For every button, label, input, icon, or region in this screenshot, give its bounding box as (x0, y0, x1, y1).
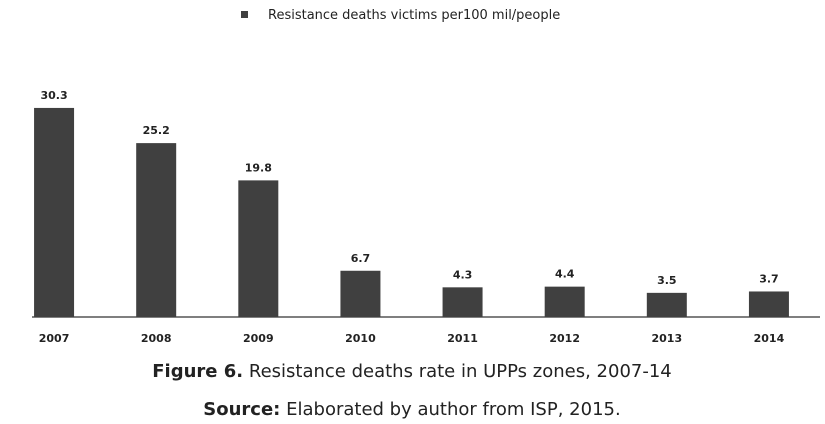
data-label: 4.3 (453, 268, 473, 281)
bar (136, 143, 177, 317)
bar (340, 270, 381, 317)
source: Source: Elaborated by author from ISP, 2… (203, 399, 620, 420)
caption-label: Figure 6. (152, 361, 243, 382)
x-tick-label: 2008 (141, 332, 172, 345)
x-tick-label: 2014 (754, 332, 785, 345)
data-label: 19.8 (245, 161, 272, 174)
data-label: 6.7 (351, 252, 371, 265)
x-tick-label: 2011 (447, 332, 478, 345)
bar (544, 286, 585, 317)
caption: Figure 6. Resistance deaths rate in UPPs… (152, 361, 672, 382)
bar (442, 287, 483, 317)
x-tick-label: 2013 (652, 332, 683, 345)
bar (238, 180, 279, 317)
legend-swatch (241, 11, 248, 18)
data-label: 4.4 (555, 268, 575, 281)
data-label: 25.2 (143, 124, 170, 137)
data-label: 30.3 (40, 89, 67, 102)
x-tick-label: 2007 (39, 332, 70, 345)
x-tick-label: 2012 (549, 332, 580, 345)
bar (34, 107, 75, 318)
x-tick-label: 2009 (243, 332, 274, 345)
x-tick-label: 2010 (345, 332, 376, 345)
legend-label: Resistance deaths victims per100 mil/peo… (268, 8, 560, 23)
source-label: Source: (203, 399, 280, 420)
data-label: 3.5 (657, 274, 677, 287)
source-text: Elaborated by author from ISP, 2015. (286, 399, 621, 420)
caption-text: Resistance deaths rate in UPPs zones, 20… (249, 361, 672, 382)
bar (646, 292, 687, 317)
data-label: 3.7 (759, 272, 779, 285)
bar (748, 291, 789, 317)
